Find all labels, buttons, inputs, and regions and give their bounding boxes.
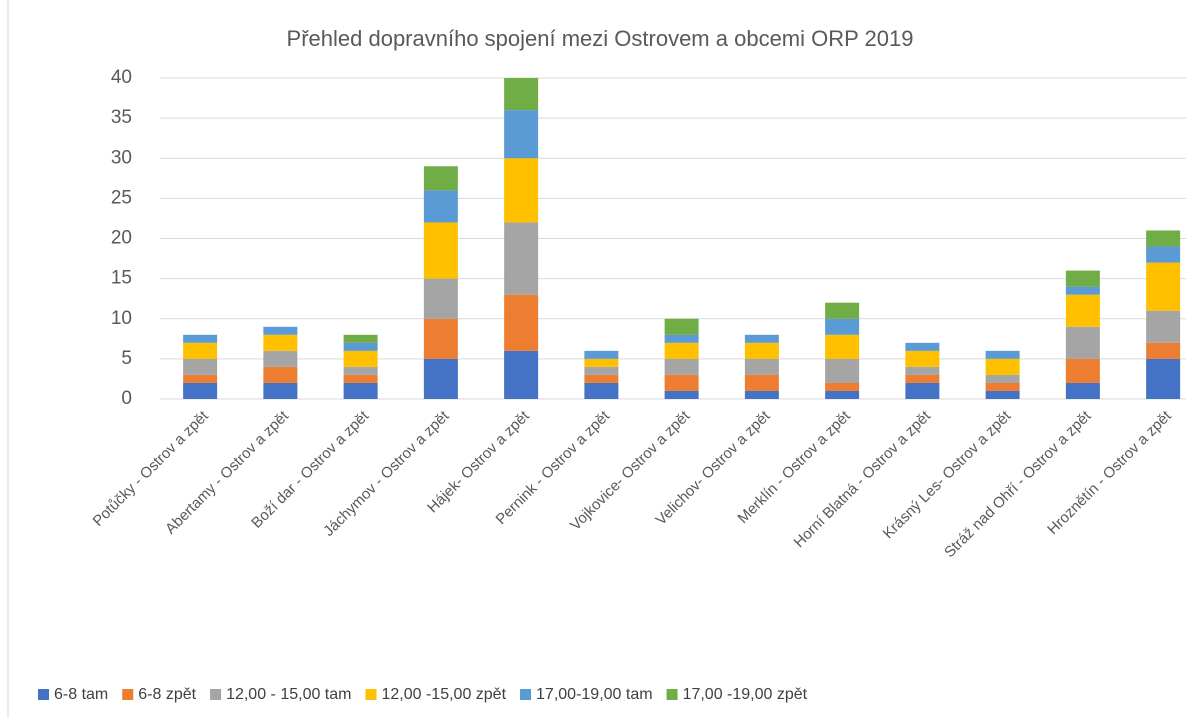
bar-segment	[183, 374, 218, 383]
legend-label: 17,00 -19,00 zpět	[683, 686, 808, 703]
bar-segment	[263, 382, 298, 399]
bar-segment	[744, 374, 779, 391]
legend-swatch	[38, 689, 49, 700]
bar-segment	[343, 374, 378, 383]
bar-segment	[183, 334, 218, 343]
bar-segment	[504, 78, 539, 111]
bar-segment	[985, 374, 1020, 383]
y-tick-label: 20	[111, 228, 132, 249]
bar-segment	[423, 166, 458, 191]
legend-label: 12,00 -15,00 zpět	[381, 686, 506, 703]
bar-segment	[985, 390, 1020, 399]
bar-segment	[263, 326, 298, 335]
bar-segment	[985, 350, 1020, 359]
bar-segment	[584, 350, 619, 359]
bar-segment	[1065, 382, 1100, 399]
bar-segment	[664, 334, 699, 343]
bar-segment	[1146, 246, 1181, 263]
bar-segment	[343, 334, 378, 343]
bar-segment	[744, 334, 779, 343]
bar-segment	[343, 350, 378, 367]
legend-label: 6-8 tam	[54, 686, 108, 703]
bar-segment	[183, 382, 218, 399]
legend-swatch	[520, 689, 532, 700]
bar-segment	[183, 342, 218, 359]
bar-segment	[504, 110, 539, 159]
bar-segment	[504, 350, 539, 399]
bar-segment	[825, 358, 860, 383]
y-tick-label: 10	[111, 308, 132, 329]
bar-segment	[1146, 262, 1181, 311]
bar-segment	[423, 358, 458, 399]
bar-segment	[343, 366, 378, 375]
bar-segment	[664, 318, 699, 335]
bar-segment	[343, 382, 378, 399]
bar-segment	[263, 350, 298, 367]
bar-segment	[985, 382, 1020, 391]
bar-segment	[423, 190, 458, 223]
y-tick-label: 15	[111, 268, 132, 289]
y-tick-label: 5	[121, 348, 132, 369]
y-tick-label: 0	[121, 388, 132, 409]
bar-segment	[1065, 358, 1100, 383]
legend-swatch	[666, 689, 678, 700]
bar-segment	[584, 382, 619, 399]
bar-segment	[423, 318, 458, 359]
y-tick-label: 30	[111, 147, 132, 168]
bar-segment	[504, 158, 539, 223]
bar-segment	[1146, 310, 1181, 343]
bar-segment	[744, 358, 779, 375]
bar-segment	[744, 390, 779, 399]
bar-segment	[905, 366, 940, 375]
bar-segment	[905, 382, 940, 399]
bar-segment	[825, 318, 860, 335]
bar-segment	[504, 222, 539, 295]
legend-label: 17,00-19,00 tam	[536, 686, 653, 703]
bar-segment	[664, 390, 699, 399]
bar-segment	[825, 334, 860, 359]
bar-segment	[423, 278, 458, 319]
y-tick-label: 35	[111, 107, 132, 128]
bar-segment	[1065, 326, 1100, 359]
bar-segment	[825, 390, 860, 399]
y-tick-label: 40	[111, 67, 132, 88]
bar-segment	[584, 366, 619, 375]
bar-segment	[1065, 286, 1100, 295]
bar-segment	[664, 374, 699, 391]
bar-segment	[825, 302, 860, 319]
legend-swatch	[122, 689, 134, 700]
bar-segment	[343, 342, 378, 351]
bar-segment	[183, 358, 218, 375]
bar-segment	[263, 334, 298, 351]
y-tick-label: 25	[111, 187, 132, 208]
bar-segment	[1146, 358, 1181, 399]
bar-segment	[905, 350, 940, 367]
bar-segment	[263, 366, 298, 383]
bar-segment	[1146, 342, 1181, 359]
bar-segment	[905, 374, 940, 383]
bar-segment	[664, 358, 699, 375]
bar-segment	[1146, 230, 1181, 247]
bar-segment	[664, 342, 699, 359]
legend-label: 6-8 zpět	[138, 686, 196, 703]
legend-swatch	[210, 689, 222, 700]
bar-segment	[744, 342, 779, 359]
chart-title: Přehled dopravního spojení mezi Ostrovem…	[287, 26, 914, 51]
bar-segment	[504, 294, 539, 351]
bar-segment	[905, 342, 940, 351]
bar-segment	[825, 382, 860, 391]
bar-segment	[584, 374, 619, 383]
bar-segment	[985, 358, 1020, 375]
bar-segment	[1065, 270, 1100, 287]
bar-segment	[1065, 294, 1100, 327]
legend-swatch	[365, 689, 377, 700]
bar-segment	[584, 358, 619, 367]
legend-label: 12,00 - 15,00 tam	[226, 686, 351, 703]
bar-segment	[423, 222, 458, 279]
